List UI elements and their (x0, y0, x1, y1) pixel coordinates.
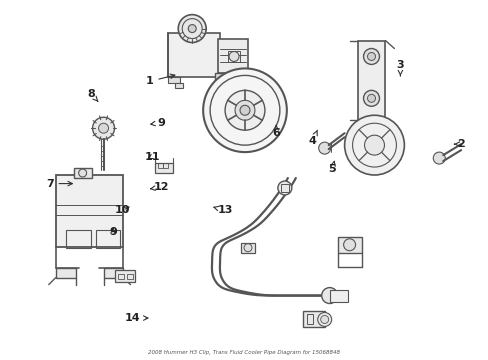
Text: 3: 3 (396, 60, 404, 76)
Circle shape (363, 49, 379, 64)
Bar (168, 32, 220, 77)
Text: 11: 11 (144, 152, 160, 162)
Bar (227, 50, 240, 62)
Circle shape (277, 181, 291, 195)
Circle shape (92, 117, 114, 139)
Text: 13: 13 (213, 206, 232, 216)
Circle shape (244, 244, 251, 252)
Circle shape (320, 315, 328, 323)
Circle shape (317, 312, 331, 327)
Text: 1: 1 (145, 74, 175, 86)
Circle shape (364, 135, 384, 155)
Bar (302, 311, 324, 328)
Circle shape (318, 142, 330, 154)
Circle shape (240, 105, 249, 115)
Bar (118, 274, 124, 279)
Text: 6: 6 (272, 125, 280, 138)
Bar (218, 39, 247, 73)
Circle shape (367, 94, 375, 102)
Bar (56, 175, 123, 247)
Text: 9: 9 (150, 118, 165, 128)
Circle shape (188, 24, 196, 32)
Bar (115, 270, 135, 282)
Bar (74, 168, 91, 178)
Bar (215, 73, 223, 85)
Bar (168, 77, 180, 84)
Bar (127, 274, 133, 279)
Bar (158, 163, 163, 168)
Text: 7: 7 (46, 179, 72, 189)
Bar (357, 41, 385, 120)
Circle shape (99, 123, 108, 133)
Bar (337, 237, 361, 253)
Circle shape (334, 291, 344, 301)
Bar (65, 230, 90, 248)
Circle shape (178, 15, 206, 42)
Bar (241, 243, 254, 253)
Bar (329, 289, 347, 302)
Circle shape (344, 115, 404, 175)
Circle shape (79, 169, 86, 177)
Bar (163, 163, 168, 168)
Circle shape (343, 239, 355, 251)
Circle shape (321, 288, 337, 303)
Circle shape (203, 68, 286, 152)
Text: 12: 12 (150, 182, 169, 192)
Circle shape (224, 90, 264, 130)
Text: 9: 9 (109, 227, 117, 237)
Text: 4: 4 (308, 130, 317, 145)
Circle shape (363, 90, 379, 106)
Bar (175, 84, 183, 88)
Text: 2: 2 (454, 139, 464, 149)
Bar (103, 268, 123, 278)
Text: 5: 5 (328, 161, 335, 174)
Bar (56, 268, 76, 278)
Bar (155, 163, 173, 173)
Text: 10: 10 (115, 206, 130, 216)
Text: 8: 8 (87, 89, 98, 101)
Bar (215, 92, 223, 98)
Bar (280, 184, 288, 192)
Circle shape (235, 100, 254, 120)
Bar (95, 230, 120, 248)
Text: 14: 14 (124, 313, 148, 323)
Text: 2008 Hummer H3 Clip, Trans Fluid Cooler Pipe Diagram for 15068848: 2008 Hummer H3 Clip, Trans Fluid Cooler … (148, 350, 340, 355)
Circle shape (228, 51, 239, 62)
Circle shape (367, 53, 375, 60)
Bar (306, 315, 312, 324)
Circle shape (432, 152, 444, 164)
